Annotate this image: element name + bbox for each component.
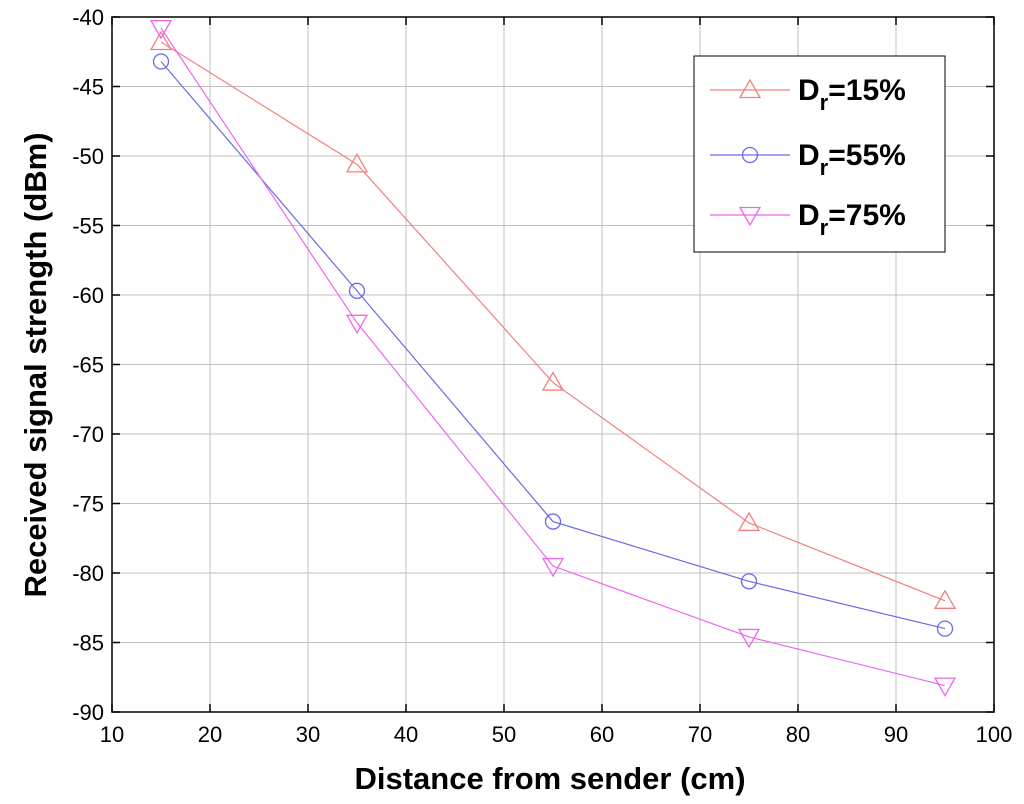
- x-tick-label: 20: [198, 722, 222, 747]
- legend-label: Dr=55%: [798, 139, 906, 180]
- data-point: [541, 557, 565, 578]
- x-tick-label: 100: [976, 722, 1013, 747]
- x-tick-label: 80: [786, 722, 810, 747]
- x-tick-label: 40: [394, 722, 418, 747]
- series-0: [149, 30, 957, 609]
- y-tick-label: -70: [72, 422, 104, 447]
- legend-box: [693, 55, 946, 253]
- data-point: [740, 573, 758, 590]
- data-series: [149, 19, 957, 697]
- y-tick-label: -50: [72, 144, 104, 169]
- series-line: [160, 61, 946, 630]
- data-point: [933, 589, 957, 609]
- x-tick-label: 70: [688, 722, 712, 747]
- legend-label: Dr=15%: [798, 74, 906, 115]
- data-point: [152, 53, 170, 70]
- legend: Dr=15% Dr=55% Dr=75%: [693, 55, 946, 253]
- y-tick-label: -55: [72, 214, 104, 239]
- x-tick-label: 10: [100, 722, 124, 747]
- series-line: [160, 41, 946, 602]
- y-tick-label: -60: [72, 283, 104, 308]
- x-tick-label: 60: [590, 722, 614, 747]
- x-tick-label: 90: [884, 722, 908, 747]
- legend-item: Dr=75%: [710, 199, 906, 240]
- legend-item: Dr=15%: [710, 74, 906, 115]
- x-tick-label: 50: [492, 722, 516, 747]
- data-point: [541, 371, 565, 391]
- series-1: [152, 53, 954, 637]
- data-point: [933, 677, 957, 697]
- data-point: [345, 314, 369, 335]
- data-point: [936, 620, 954, 637]
- data-point: [345, 153, 369, 173]
- legend-label: Dr=75%: [798, 199, 906, 240]
- y-tick-label: -65: [72, 353, 104, 378]
- data-point: [348, 282, 366, 299]
- data-point: [149, 30, 173, 51]
- legend-marker: [741, 146, 759, 164]
- data-point: [737, 511, 761, 532]
- y-tick-label: -45: [72, 75, 104, 100]
- data-point: [737, 628, 761, 649]
- y-tick-labels: -40 -45 -50 -55 -60 -65 -70 -75 -80 -85 -90: [72, 5, 104, 725]
- data-point: [149, 19, 173, 40]
- x-tick-label: 30: [296, 722, 320, 747]
- y-tick-label: -85: [72, 631, 104, 656]
- series-2: [149, 19, 957, 697]
- y-tick-label: -80: [72, 561, 104, 586]
- y-tick-label: -40: [72, 5, 104, 30]
- y-tick-label: -90: [72, 700, 104, 725]
- x-tick-labels: 10 20 30 40 50 60 70 80 90 100: [100, 722, 1013, 747]
- series-line: [160, 27, 946, 687]
- y-tick-label: -75: [72, 492, 104, 517]
- x-axis-title: Distance from sender (cm): [354, 761, 745, 796]
- legend-marker: [738, 78, 762, 99]
- legend-marker: [738, 206, 762, 227]
- data-point: [544, 513, 562, 530]
- legend-item: Dr=55%: [710, 139, 906, 180]
- y-axis-title: Received signal strength (dBm): [18, 132, 53, 597]
- axis-ticks: [111, 16, 995, 713]
